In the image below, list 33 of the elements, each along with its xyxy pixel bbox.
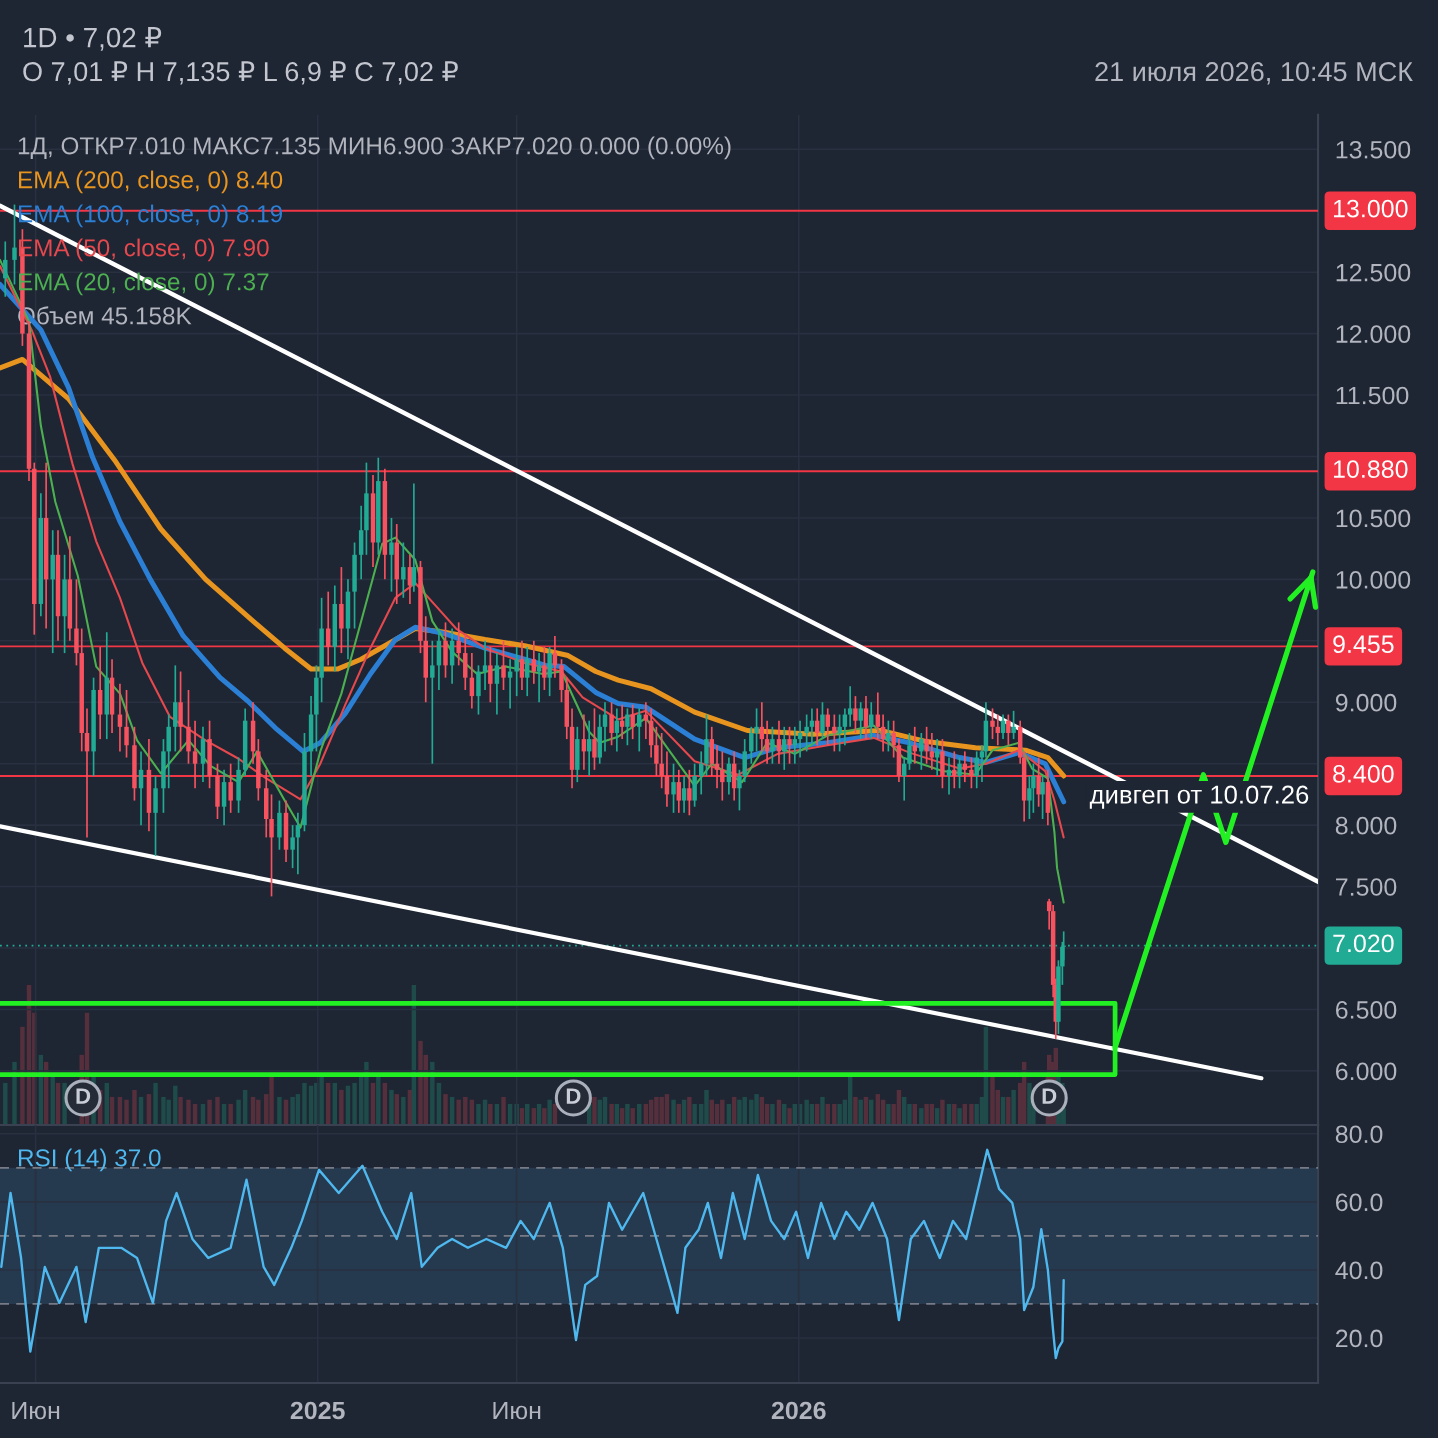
y-tick-label: 10.500 bbox=[1336, 509, 1411, 528]
ref-line-label: 9.455 bbox=[1333, 635, 1394, 654]
y-tick-label: 10.000 bbox=[1336, 570, 1411, 589]
y-tick-label: 80.0 bbox=[1335, 1125, 1383, 1144]
annotation: D bbox=[76, 1088, 91, 1104]
y-tick-label: 60.0 bbox=[1336, 1193, 1383, 1212]
y-tick-label: 6.000 bbox=[1336, 1062, 1397, 1081]
y-tick-label: 12.500 bbox=[1336, 263, 1411, 282]
series-label: RSI (14) 37.0 bbox=[18, 1148, 161, 1172]
y-tick-label: 20.0 bbox=[1336, 1329, 1383, 1348]
annotation: 1Д, ОТКР7.010 МАКС7.135 МИН6.900 ЗАКР7.020 0.000 (0.00%) bbox=[18, 136, 731, 160]
y-tick-label: 12.000 bbox=[1336, 325, 1411, 343]
y-tick-label: 13.500 bbox=[1336, 140, 1411, 159]
annotation: D bbox=[566, 1088, 581, 1104]
ref-line-label: 8.400 bbox=[1333, 764, 1394, 783]
chart-subtitle: O 7,01 ₽ H 7,135 ₽ L 6,9 ₽ C 7,02 ₽ bbox=[23, 61, 458, 85]
ref-line-label: 7.020 bbox=[1333, 934, 1394, 953]
x-tick-label: Июн bbox=[12, 1401, 60, 1420]
y-tick-label: 40.0 bbox=[1335, 1261, 1383, 1280]
annotation: дивгеп от 10.07.26 bbox=[1089, 785, 1309, 809]
text: EMA (200, close, 0) 8.40 bbox=[18, 170, 283, 194]
text: 21 июля 2026, 10:45 МСК bbox=[1095, 62, 1413, 85]
x-tick-label: Июн bbox=[493, 1401, 541, 1420]
ref-line-label: 13.000 bbox=[1333, 199, 1408, 218]
y-tick-label: 7.500 bbox=[1336, 878, 1397, 896]
y-tick-label: 11.500 bbox=[1336, 386, 1409, 405]
y-tick-label: 6.500 bbox=[1336, 1001, 1397, 1019]
x-tick-label: 2025 bbox=[290, 1401, 345, 1420]
y-tick-label: 8.000 bbox=[1335, 816, 1397, 835]
ref-line-label: 10.880 bbox=[1333, 460, 1408, 478]
chart-title: 1D • 7,02 ₽ bbox=[24, 26, 162, 51]
y-tick-label: 9.000 bbox=[1335, 693, 1397, 712]
x-tick-label: 2026 bbox=[771, 1401, 826, 1420]
